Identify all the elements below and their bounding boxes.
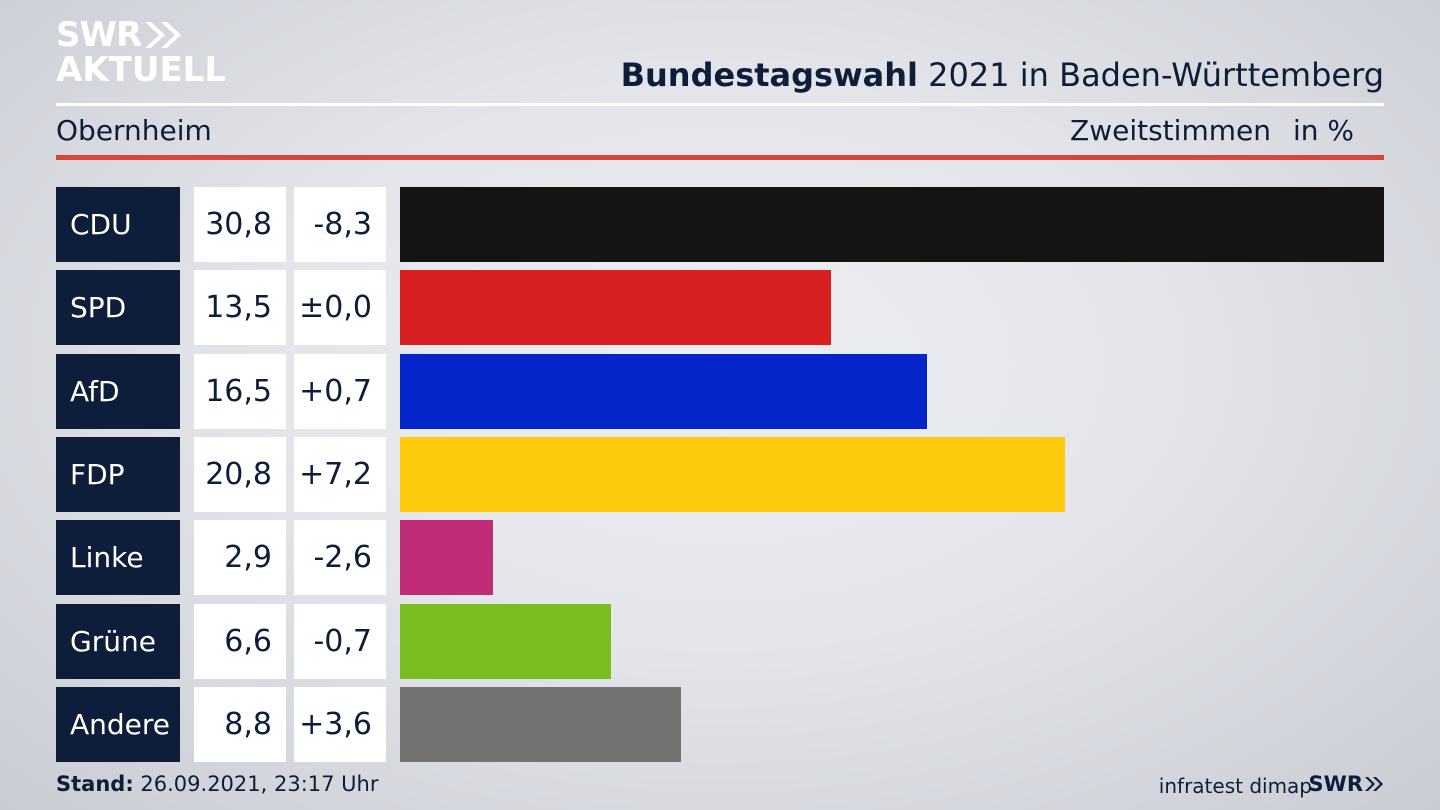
- party-label: CDU: [56, 187, 180, 262]
- chart-row: Andere 8,8 +3,6: [56, 687, 1384, 762]
- bar-afd: [400, 354, 927, 429]
- party-label: Grüne: [56, 604, 180, 679]
- vote-share-value: 20,8: [194, 437, 286, 512]
- chart-row: FDP 20,8 +7,2: [56, 437, 1384, 512]
- title-rest: 2021 in Baden-Württemberg: [917, 56, 1384, 94]
- vote-change-value: -0,7: [294, 604, 386, 679]
- stand-value: 26.09.2021, 23:17 Uhr: [133, 772, 379, 796]
- source-label: infratest dimap: [1158, 774, 1312, 798]
- vote-change-value: ±0,0: [294, 270, 386, 345]
- vote-type: Zweitstimmen: [1070, 114, 1271, 147]
- party-label: Linke: [56, 520, 180, 595]
- chart-row: AfD 16,5 +0,7: [56, 354, 1384, 429]
- chart-row: CDU 30,8 -8,3: [56, 187, 1384, 262]
- vote-share-value: 13,5: [194, 270, 286, 345]
- bar-linke: [400, 520, 493, 595]
- party-label: Andere: [56, 687, 180, 762]
- party-label: AfD: [56, 354, 180, 429]
- chart-row: Grüne 6,6 -0,7: [56, 604, 1384, 679]
- swr-footer-text: SWR: [1308, 772, 1363, 796]
- vote-change-value: +0,7: [294, 354, 386, 429]
- swr-aktuell-logo: SWR AKTUELL: [56, 18, 226, 88]
- timestamp: Stand: 26.09.2021, 23:17 Uhr: [56, 772, 379, 796]
- vote-change-value: +7,2: [294, 437, 386, 512]
- bar-andere: [400, 687, 681, 762]
- bar-fdp: [400, 437, 1065, 512]
- bar-grüne: [400, 604, 611, 679]
- vote-change-value: -2,6: [294, 520, 386, 595]
- unit-label: in %: [1292, 114, 1354, 147]
- bar-spd: [400, 270, 831, 345]
- vote-share-value: 2,9: [194, 520, 286, 595]
- page-title: Bundestagswahl 2021 in Baden-Württemberg: [621, 56, 1384, 94]
- party-label: FDP: [56, 437, 180, 512]
- stand-label: Stand:: [56, 772, 134, 796]
- vote-change-value: +3,6: [294, 687, 386, 762]
- vote-share-value: 16,5: [194, 354, 286, 429]
- title-bold: Bundestagswahl: [620, 56, 918, 94]
- accent-divider: [56, 155, 1384, 160]
- double-chevron-icon: [145, 22, 182, 48]
- bar-cdu: [400, 187, 1384, 262]
- double-chevron-icon: [1365, 777, 1383, 791]
- header-divider: [56, 103, 1384, 106]
- vote-type-label: Zweitstimmen in %: [1070, 114, 1354, 147]
- party-label: SPD: [56, 270, 180, 345]
- chart-row: SPD 13,5 ±0,0: [56, 270, 1384, 345]
- vote-share-value: 8,8: [194, 687, 286, 762]
- logo-line1: SWR: [56, 15, 142, 55]
- chart-row: Linke 2,9 -2,6: [56, 520, 1384, 595]
- vote-share-value: 30,8: [194, 187, 286, 262]
- place-name: Obernheim: [56, 114, 212, 147]
- logo-line2: AKTUELL: [56, 50, 227, 90]
- swr-footer-logo: SWR: [1309, 772, 1384, 796]
- vote-share-value: 6,6: [194, 604, 286, 679]
- vote-change-value: -8,3: [294, 187, 386, 262]
